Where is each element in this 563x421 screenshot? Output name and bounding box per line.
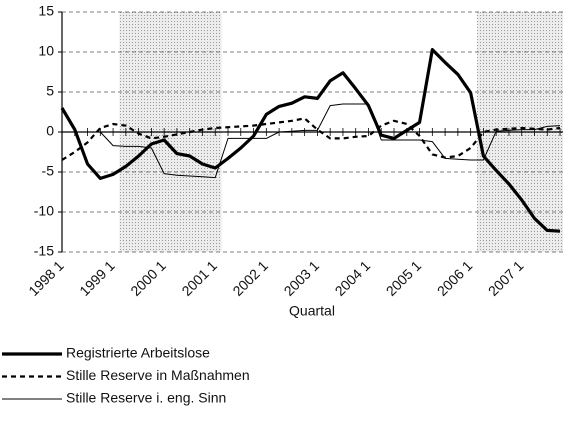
x-tick-label: 2004 1 — [332, 257, 374, 299]
x-tick-label: 1999 1 — [76, 257, 118, 299]
legend-label: Stille Reserve i. eng. Sinn — [66, 390, 226, 406]
series-line — [62, 103, 561, 179]
y-tick-label: -15 — [34, 243, 54, 259]
y-tick-label: -10 — [34, 203, 54, 219]
series-line — [60, 48, 561, 233]
x-tick-label: 2006 1 — [434, 257, 476, 299]
y-tick-label: 10 — [38, 43, 54, 59]
x-axis-label: Quartal — [289, 303, 335, 319]
y-tick-label: 0 — [46, 123, 54, 139]
y-tick-label: 5 — [46, 83, 54, 99]
x-tick-label: 1998 1 — [25, 257, 67, 299]
x-tick-label: 2003 1 — [281, 257, 323, 299]
x-tick-label: 2007 1 — [485, 257, 527, 299]
legend-label: Stille Reserve in Maßnahmen — [66, 367, 250, 383]
x-tick-label: 2002 1 — [229, 257, 271, 299]
x-tick-label: 2001 1 — [178, 257, 220, 299]
x-tick-label: 2005 1 — [383, 257, 425, 299]
y-tick-label: 15 — [38, 3, 54, 19]
x-tick-label: 2000 1 — [127, 257, 169, 299]
legend-label: Registrierte Arbeitslose — [66, 345, 210, 361]
y-tick-label: -5 — [42, 163, 55, 179]
